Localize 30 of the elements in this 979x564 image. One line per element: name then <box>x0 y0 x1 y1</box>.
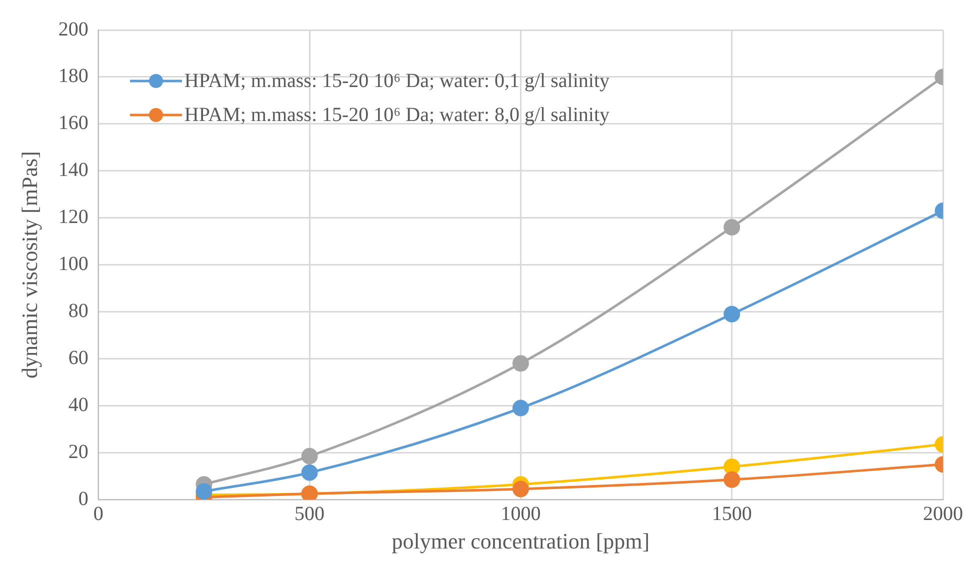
y-tick-label: 40 <box>68 394 88 416</box>
y-axis-title: dynamic viscosity [mPas] <box>16 151 42 378</box>
x-tick-label: 500 <box>294 502 325 525</box>
y-tick-label: 200 <box>58 18 88 40</box>
x-tick-label: 0 <box>93 502 104 525</box>
y-tick-label: 160 <box>58 112 88 134</box>
point <box>301 464 318 481</box>
y-tick-label: 0 <box>78 488 88 510</box>
point <box>724 218 740 236</box>
y-tick-label: 20 <box>68 440 88 463</box>
point <box>724 306 740 322</box>
x-tick-label: 1500 <box>712 502 752 525</box>
y-tick-label: 60 <box>68 346 88 369</box>
point <box>724 458 740 475</box>
y-tick-label: 80 <box>68 300 88 322</box>
y-tick-label: 100 <box>58 253 88 276</box>
y-tick-label: 180 <box>58 65 88 88</box>
point <box>512 400 529 416</box>
point <box>512 355 529 372</box>
point <box>301 448 318 464</box>
legend-label: HPAM; m.mass: 15-20 10⁶ Da; water: 8,0 g/l salinity <box>184 103 610 128</box>
legend-label: HPAM; m.mass: 15-20 10⁶ Da; water: 0,1 g/l salinity <box>184 69 610 94</box>
point <box>724 471 740 488</box>
point <box>512 480 529 498</box>
x-axis-title: polymer concentration [ppm] <box>392 528 650 554</box>
y-tick-label: 140 <box>58 159 88 182</box>
x-tick-label: 1000 <box>500 502 541 525</box>
point <box>196 483 212 500</box>
x-tick-label: 2000 <box>923 502 963 525</box>
y-tick-label: 120 <box>58 206 88 228</box>
